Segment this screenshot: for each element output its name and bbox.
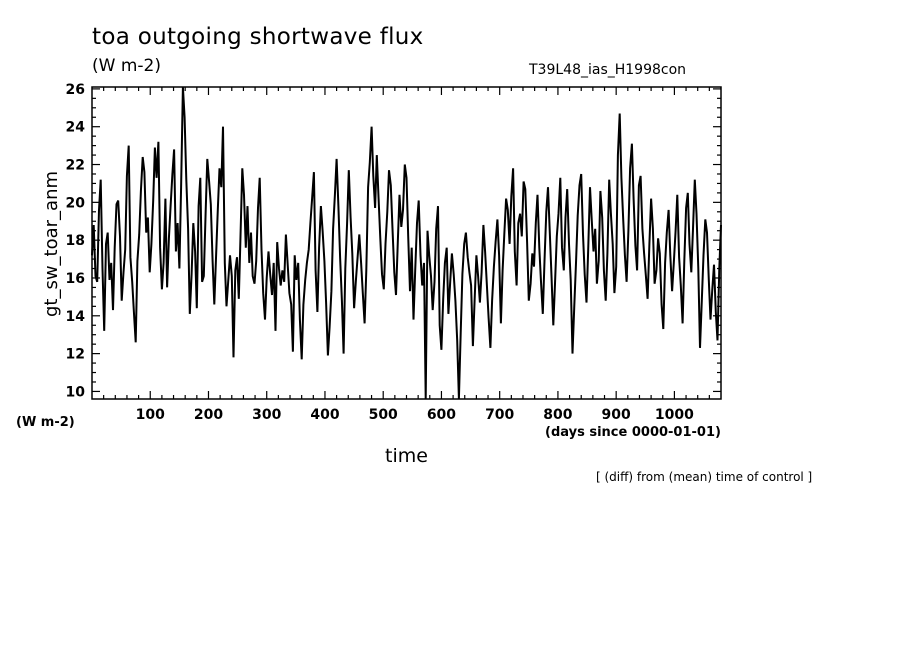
x-tick-label: 300 [252, 407, 281, 423]
run-name: T39L48_ias_H1998con [529, 62, 687, 78]
x-tick-label: 600 [427, 407, 456, 423]
x-tick-label: 200 [194, 407, 223, 423]
y-tick-label: 20 [66, 195, 86, 211]
y-tick-label: 26 [66, 82, 85, 98]
x-tick-label: 800 [543, 407, 572, 423]
plot-frame [91, 86, 722, 400]
y-tick-label: 18 [66, 233, 85, 249]
x-axis-units: (days since 0000-01-01) [545, 425, 721, 440]
x-tick-label: 700 [485, 407, 514, 423]
y-tick-label: 22 [66, 158, 85, 174]
series-line [91, 86, 722, 400]
y-tick-label: 16 [66, 271, 85, 287]
x-tick-label: 100 [136, 407, 165, 423]
y-tick-label: 24 [66, 120, 86, 136]
chart-title: toa outgoing shortwave flux [92, 24, 424, 50]
x-tick-label: 1000 [655, 407, 694, 423]
y-tick-label: 10 [66, 384, 86, 400]
chart-units: (W m-2) [92, 56, 161, 76]
x-axis-label: time [385, 445, 428, 467]
y-tick-label: 14 [66, 309, 86, 325]
y-axis-units: (W m-2) [16, 415, 75, 430]
tick-labels: 100 200 300 400 500 600 700 800 900 1000 10 12 14 16 1… [66, 82, 695, 423]
x-tick-label: 500 [369, 407, 398, 423]
footnote: [ (diff) from (mean) time of control ] [596, 470, 813, 484]
axis-ticks [92, 87, 721, 399]
x-tick-label: 400 [310, 407, 339, 423]
y-tick-label: 12 [66, 347, 85, 363]
x-tick-label: 900 [602, 407, 631, 423]
